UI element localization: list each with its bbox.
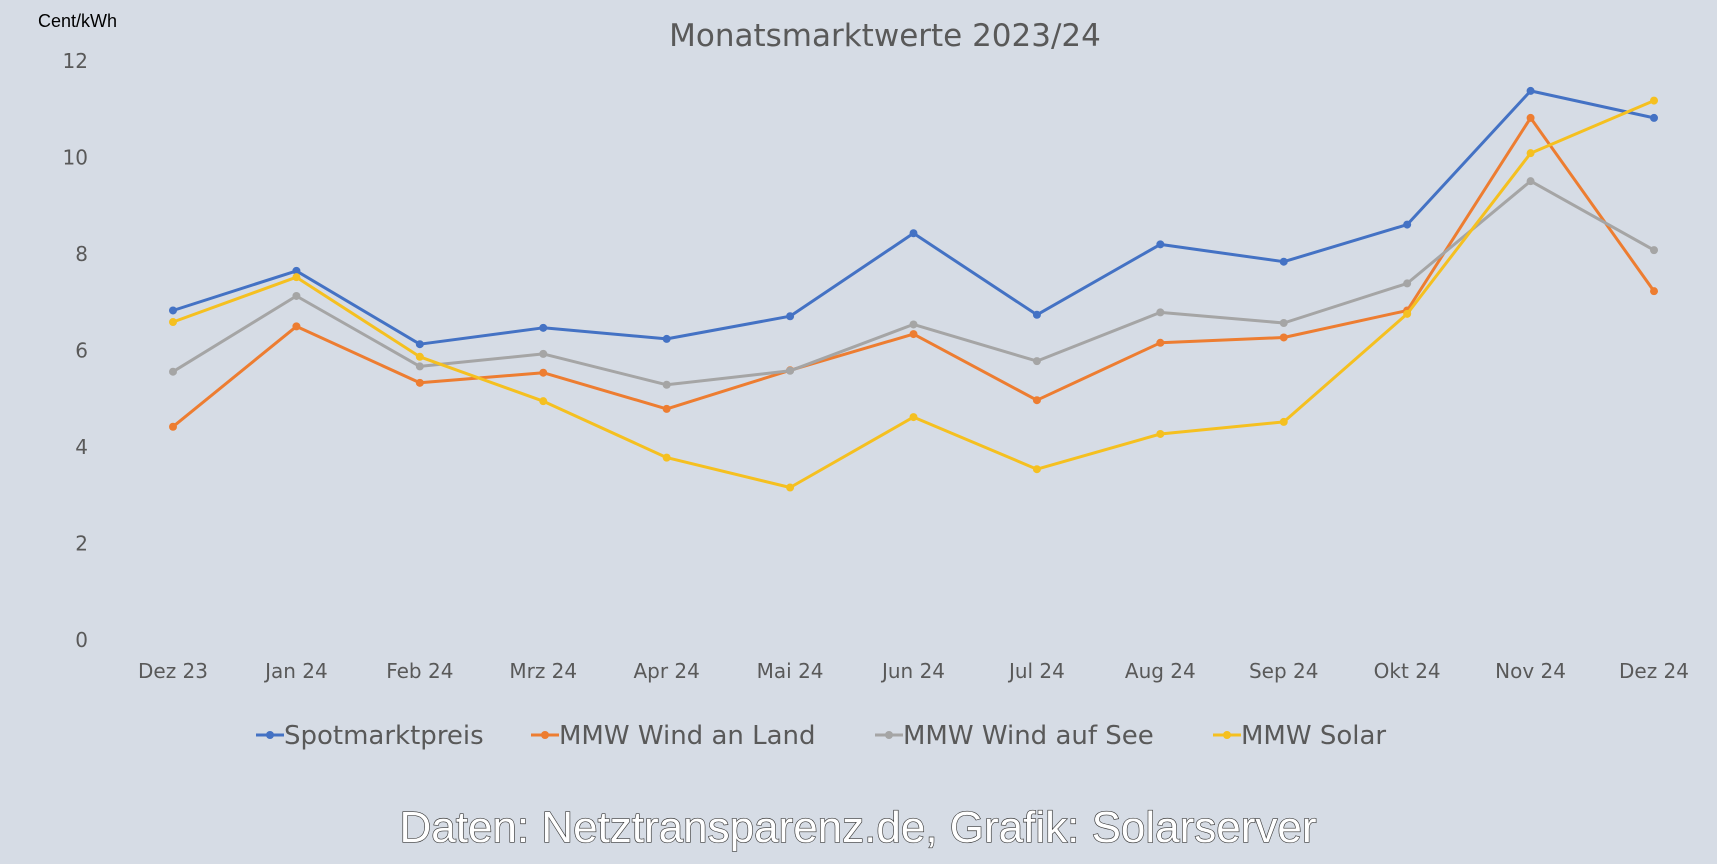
data-point [539,397,548,406]
x-tick-label: Apr 24 [633,659,699,683]
data-point [1032,396,1041,405]
legend-item: MMW Wind an Land [531,721,816,751]
data-point [909,330,918,339]
data-point [1526,86,1535,95]
data-point [662,404,671,413]
series-line [171,116,1656,429]
legend-label: MMW Wind an Land [559,721,816,751]
legend-swatch-marker [885,731,893,739]
data-point [1156,338,1165,347]
x-tick-label: Dez 23 [138,659,208,683]
chart-title: Monatsmarktwerte 2023/24 [669,18,1101,54]
data-point [1032,357,1041,366]
x-tick-label: Nov 24 [1495,659,1566,683]
data-point [662,380,671,389]
series-line [171,99,1656,489]
y-axis-ticks: 0 2 4 6 8 10 12 [63,49,88,652]
data-point [169,318,177,327]
y-tick-label: 4 [75,435,88,459]
data-point [662,334,671,343]
data-point [1650,246,1658,255]
legend-swatch-marker [541,731,549,739]
x-tick-label: Aug 24 [1125,659,1196,683]
y-axis-unit-label: Cent/kWh [38,11,117,31]
x-tick-label: Jun 24 [880,659,945,683]
data-point [415,340,424,349]
x-tick-label: Mai 24 [757,659,824,683]
x-tick-label: Jan 24 [263,659,328,683]
data-point [909,320,918,329]
data-point [292,273,301,282]
data-point [1279,333,1288,342]
data-point [786,312,795,321]
data-point [1156,240,1165,249]
y-tick-label: 12 [63,49,88,73]
series-layer [169,86,1658,492]
data-point [1156,308,1165,317]
data-point [1650,96,1658,105]
x-tick-label: Mrz 24 [509,659,577,683]
x-tick-label: Feb 24 [386,659,453,683]
data-point [539,349,548,358]
series-spotmarktpreis [169,86,1658,349]
source-note: Daten: Netztransparenz.de, Grafik: Solar… [399,803,1316,852]
legend-item: Spotmarktpreis [256,721,484,751]
legend-label: MMW Wind auf See [903,721,1154,751]
x-tick-label: Sep 24 [1249,659,1319,683]
legend: Spotmarktpreis MMW Wind an Land MMW Wind a… [256,721,1386,751]
data-point [786,366,795,375]
legend-item: MMW Solar [1213,721,1386,751]
series-mmw-solar [169,96,1658,492]
data-point [415,352,424,361]
data-point [662,453,671,462]
data-point [292,266,301,275]
x-axis-ticks: Dez 23 Jan 24 Feb 24 Mrz 24 Apr 24 Mai 24 Jun … [138,659,1689,683]
legend-label: Spotmarktpreis [284,721,484,751]
data-point [1032,465,1041,474]
data-point [169,306,177,315]
data-point [786,483,795,492]
y-tick-label: 6 [75,339,88,363]
data-point [169,422,177,431]
data-point [1526,177,1535,186]
series-line [171,89,1656,346]
data-point [415,378,424,387]
data-point [1650,113,1658,122]
x-tick-label: Okt 24 [1374,659,1441,683]
data-point [909,229,918,238]
legend-swatch-marker [1223,731,1231,739]
data-point [1650,287,1658,296]
data-point [1403,309,1412,318]
data-point [1279,318,1288,327]
x-tick-label: Jul 24 [1007,659,1065,683]
data-point [292,291,301,300]
legend-item: MMW Wind auf See [875,721,1154,751]
data-point [1156,429,1165,438]
data-point [1403,279,1412,288]
data-point [292,322,301,331]
y-tick-label: 2 [75,532,88,556]
y-tick-label: 8 [75,242,88,266]
y-tick-label: 0 [75,628,88,652]
legend-swatch-marker [266,731,274,739]
x-tick-label: Dez 24 [1619,659,1689,683]
data-point [1526,149,1535,158]
data-point [539,368,548,377]
data-point [1032,310,1041,319]
series-mmw-wind-auf-see [169,177,1658,389]
series-mmw-wind-an-land [169,113,1658,431]
data-point [1526,113,1535,122]
data-point [1279,417,1288,426]
data-point [1279,257,1288,266]
data-point [909,413,918,422]
data-point [1403,220,1412,229]
y-tick-label: 10 [63,146,88,170]
legend-label: MMW Solar [1241,721,1386,751]
data-point [539,323,548,332]
data-point [169,367,177,376]
data-point [415,362,424,371]
